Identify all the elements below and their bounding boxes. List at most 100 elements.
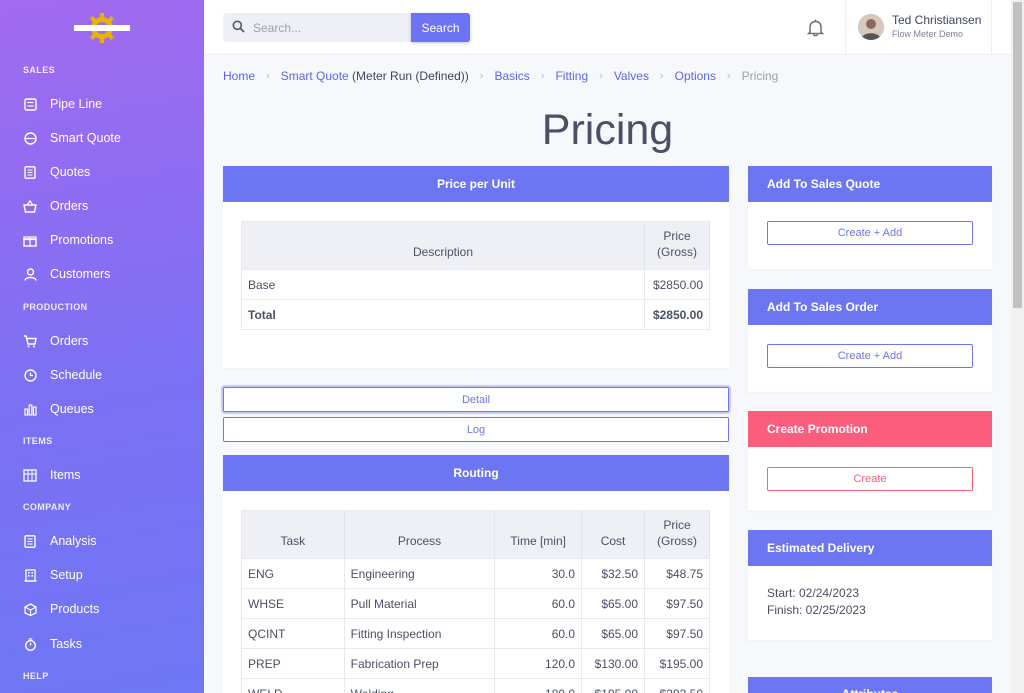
column-header-description: Description [241, 221, 645, 270]
sidebar-item-production-orders[interactable]: Orders [0, 327, 204, 355]
cell-time: 60.0 [494, 588, 583, 619]
cell-price: $97.50 [644, 588, 710, 619]
smart-quote-icon [23, 131, 37, 145]
sidebar-item-label: Pipe Line [50, 97, 103, 111]
delivery-finish: Finish: 02/25/2023 [767, 603, 866, 617]
breadcrumb-fitting[interactable]: Fitting [555, 69, 589, 83]
log-button[interactable]: Log [223, 417, 729, 442]
total-price: $2850.00 [644, 299, 710, 330]
card-title: Price per Unit [223, 166, 729, 202]
sidebar-item-products[interactable]: Products [0, 595, 204, 623]
delivery-start: Start: 02/24/2023 [767, 586, 860, 600]
boxes-icon [23, 468, 37, 482]
scrollbar-thumb[interactable] [1013, 2, 1022, 308]
sidebar-item-label: Items [50, 468, 81, 482]
price-table: Description Price (Gross) Base $2850.00 T… [241, 221, 710, 330]
chevron-right-icon: › [540, 70, 545, 82]
notifications-bell-icon[interactable] [806, 19, 825, 40]
sidebar-item-quotes[interactable]: Quotes [0, 158, 204, 186]
create-add-order-button[interactable]: Create + Add [767, 344, 973, 368]
sidebar-item-analysis[interactable]: Analysis [0, 527, 204, 555]
section-items: ITEMS [23, 436, 53, 446]
sidebar-item-smart-quote[interactable]: Smart Quote [0, 124, 204, 152]
sales-order-card: Add To Sales Order Create + Add [748, 289, 992, 392]
cell-cost: $32.50 [581, 558, 646, 589]
user-menu[interactable]: Ted Christiansen Flow Meter Demo [845, 0, 992, 55]
cell-price: $97.50 [644, 618, 710, 649]
column-header-price-line1: Price [663, 229, 691, 243]
user-company: Flow Meter Demo [892, 29, 964, 39]
chevron-right-icon: › [726, 70, 731, 82]
cube-icon [23, 602, 37, 616]
breadcrumb-home[interactable]: Home [223, 69, 256, 83]
row-price: $2850.00 [644, 269, 710, 300]
attributes-card: Attributes [748, 677, 992, 693]
sidebar-item-label: Analysis [50, 534, 97, 548]
top-bar: Search Ted Christiansen Flow Meter Demo [204, 0, 1011, 55]
breadcrumb-valves[interactable]: Valves [613, 69, 649, 83]
create-promotion-button[interactable]: Create [767, 467, 973, 491]
row-description: Base [241, 269, 645, 300]
cell-task: WELD [241, 678, 345, 693]
card-title: Attributes [748, 677, 992, 693]
table-row: PREP Fabrication Prep 120.0 $130.00 $195… [241, 648, 710, 679]
sidebar-item-queues[interactable]: Queues [0, 395, 204, 423]
sidebar-item-label: Smart Quote [50, 131, 121, 145]
create-add-quote-button[interactable]: Create + Add [767, 221, 973, 245]
sidebar-item-label: Queues [50, 402, 94, 416]
search-icon [232, 20, 245, 36]
sales-quote-card: Add To Sales Quote Create + Add [748, 166, 992, 269]
cell-price: $195.00 [644, 648, 710, 679]
sidebar-item-schedule[interactable]: Schedule [0, 361, 204, 389]
column-header-price-line2: (Gross) [657, 534, 697, 548]
cell-time: 120.0 [494, 648, 583, 679]
search-input[interactable] [253, 19, 403, 36]
sidebar-item-label: Customers [50, 267, 111, 281]
sidebar-item-pipeline[interactable]: Pipe Line [0, 90, 204, 118]
table-row: QCINT Fitting Inspection 60.0 $65.00 $97… [241, 618, 710, 649]
cell-process: Welding [344, 678, 496, 693]
sidebar-item-items[interactable]: Items [0, 461, 204, 489]
search-button[interactable]: Search [411, 13, 470, 42]
section-company: COMPANY [23, 502, 72, 512]
breadcrumb-current: Pricing [741, 69, 779, 83]
sidebar-item-label: Products [50, 602, 100, 616]
cell-time: 180.0 [494, 678, 583, 693]
document-icon [23, 165, 37, 179]
avatar [858, 14, 884, 40]
column-header-task: Task [241, 510, 345, 559]
table-row-total: Total $2850.00 [241, 299, 710, 330]
delivery-card: Estimated Delivery Start: 02/24/2023 Fin… [748, 530, 992, 640]
total-label: Total [241, 299, 645, 330]
cell-task: WHSE [241, 588, 345, 619]
sidebar-item-orders[interactable]: Orders [0, 192, 204, 220]
breadcrumb-options[interactable]: Options [674, 69, 716, 83]
sidebar-item-label: Tasks [50, 637, 82, 651]
cell-task: PREP [241, 648, 345, 679]
breadcrumb-basics[interactable]: Basics [494, 69, 530, 83]
sidebar-item-customers[interactable]: Customers [0, 260, 204, 288]
page-title: Pricing [541, 106, 674, 154]
sidebar-item-promotions[interactable]: Promotions [0, 226, 204, 254]
breadcrumb-smart-quote-detail: (Meter Run (Defined)) [348, 69, 469, 83]
card-title: Create Promotion [748, 411, 992, 447]
detail-button[interactable]: Detail [223, 387, 729, 412]
sidebar-item-tasks[interactable]: Tasks [0, 630, 204, 658]
cell-time: 60.0 [494, 618, 583, 649]
section-sales: SALES [23, 65, 56, 75]
cell-process: Pull Material [344, 588, 496, 619]
sidebar-item-label: Orders [50, 334, 89, 348]
user-icon [23, 267, 37, 281]
breadcrumb: Home › Smart Quote (Meter Run (Defined))… [223, 68, 778, 84]
section-help: HELP [23, 671, 49, 681]
clock-icon [23, 368, 37, 382]
table-row: ENG Engineering 30.0 $32.50 $48.75 [241, 558, 710, 589]
company-logo[interactable] [74, 10, 130, 46]
card-title: Estimated Delivery [748, 530, 992, 566]
breadcrumb-smart-quote[interactable]: Smart Quote [280, 69, 349, 83]
cell-price: $48.75 [644, 558, 710, 589]
column-header-time: Time [min] [494, 510, 583, 559]
chevron-right-icon: › [599, 70, 603, 82]
sidebar-item-setup[interactable]: Setup [0, 561, 204, 589]
column-header-cost: Cost [581, 510, 646, 559]
